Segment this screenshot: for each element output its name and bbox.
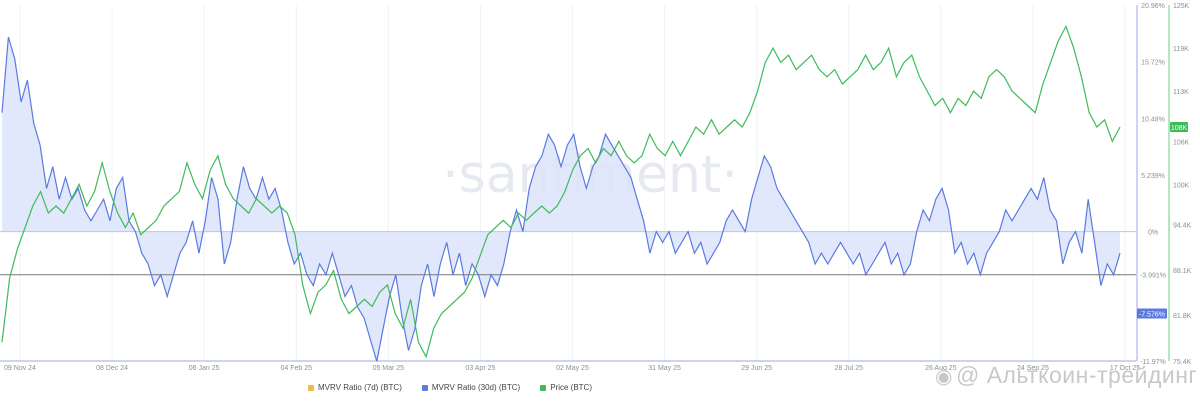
x-axis-tick-label: 09 Nov 24 bbox=[4, 365, 36, 372]
channel-watermark-text: @ Альткоин-трейдинг bbox=[955, 362, 1198, 388]
legend-swatch-price bbox=[540, 384, 547, 391]
right-axis-tick-label: 106K bbox=[1173, 139, 1190, 146]
right-axis-ticks: 125K 119K 113K 106K 100K 94.4K 88.1K 81.8K 75.4K bbox=[1173, 3, 1192, 366]
x-axis-tick-label: 05 Mar 25 bbox=[373, 365, 405, 372]
right-axis-tick-label: 94.4K bbox=[1173, 223, 1192, 230]
legend-label-price: Price (BTC) bbox=[550, 383, 592, 392]
price-line bbox=[1, 25, 1121, 359]
price-current-label: 108K bbox=[1171, 125, 1188, 132]
x-axis-tick-label: 31 May 25 bbox=[648, 365, 681, 372]
left-axis-tick-label: 20.96% bbox=[1141, 3, 1165, 10]
left-axis-tick-label: 5.239% bbox=[1141, 173, 1165, 180]
mvrv-30d-path bbox=[1, 36, 1121, 362]
mvrv-30d-line bbox=[1, 36, 1121, 362]
legend: MVRV Ratio (7d) (BTC) MVRV Ratio (30d) (… bbox=[0, 383, 900, 392]
right-axis-tick-label: 113K bbox=[1173, 89, 1189, 96]
left-axis-tick-label: -3.991% bbox=[1140, 273, 1166, 280]
legend-item-mvrv-7d[interactable]: MVRV Ratio (7d) (BTC) bbox=[308, 383, 402, 392]
left-axis-tick-label: 0% bbox=[1148, 230, 1158, 237]
eye-icon: ◉ bbox=[935, 366, 953, 388]
right-axis-tick-label: 119K bbox=[1173, 46, 1189, 53]
mvrv-current-label: -7.576% bbox=[1139, 311, 1165, 318]
gridlines bbox=[19, 5, 1170, 361]
legend-item-mvrv-30d[interactable]: MVRV Ratio (30d) (BTC) bbox=[421, 383, 521, 392]
legend-swatch-mvrv-7d bbox=[308, 384, 314, 391]
right-axis-tick-label: 88.1K bbox=[1173, 268, 1192, 275]
channel-watermark: ◉ @ Альткоин-трейдинг bbox=[935, 362, 1197, 389]
left-axis-tick-label: -11.97% bbox=[1140, 359, 1166, 366]
x-axis-tick-label: 26 Aug 25 bbox=[925, 365, 957, 372]
x-axis-tick-label: 24 Sep 25 bbox=[1017, 365, 1049, 372]
legend-label-mvrv-7d: MVRV Ratio (7d) (BTC) bbox=[318, 383, 402, 392]
right-axis-tick-label: 125K bbox=[1173, 3, 1190, 10]
x-axis-tick-label: 06 Jan 25 bbox=[189, 365, 220, 372]
price-current-badge bbox=[1170, 122, 1188, 133]
x-axis-tick-label: 29 Jun 25 bbox=[741, 365, 772, 372]
mvrv-current-badge bbox=[1137, 308, 1167, 319]
x-axis-tick-label: 04 Feb 25 bbox=[280, 365, 312, 372]
x-axis-tick-label: 03 Apr 25 bbox=[465, 365, 495, 372]
x-axis-tick-label: 28 Jul 25 bbox=[835, 365, 864, 372]
x-axis-tick-label: 08 Dec 24 bbox=[96, 365, 128, 372]
legend-item-price[interactable]: Price (BTC) bbox=[540, 383, 592, 392]
left-axis-tick-label: 10.48% bbox=[1141, 116, 1165, 123]
x-axis-tick-label: 17 Oct 25 bbox=[1110, 365, 1140, 372]
legend-label-mvrv-30d: MVRV Ratio (30d) (BTC) bbox=[431, 383, 521, 392]
right-axis-tick-label: 100K bbox=[1173, 182, 1190, 189]
legend-swatch-mvrv-30d bbox=[421, 384, 428, 391]
x-axis-tick-label: 02 May 25 bbox=[556, 365, 589, 372]
right-axis-tick-label: 75.4K bbox=[1173, 359, 1192, 366]
left-axis-tick-label: 15.72% bbox=[1141, 60, 1165, 67]
price-path bbox=[1, 25, 1121, 359]
right-axis-tick-label: 81.8K bbox=[1173, 313, 1192, 320]
current-value-labels: -7.576% 108K bbox=[1137, 122, 1188, 319]
x-axis-ticks: 09 Nov 24 08 Dec 24 06 Jan 25 04 Feb 25 05 M… bbox=[4, 365, 1140, 372]
